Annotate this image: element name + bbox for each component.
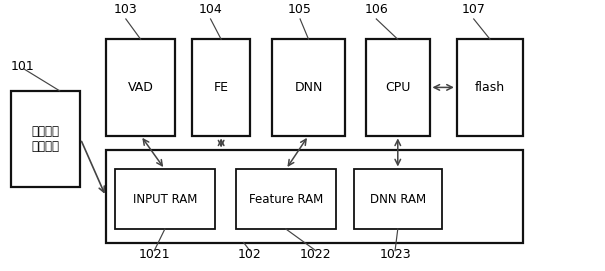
FancyBboxPatch shape bbox=[115, 169, 215, 229]
Text: 104: 104 bbox=[198, 3, 223, 16]
FancyBboxPatch shape bbox=[272, 39, 345, 136]
Text: 1022: 1022 bbox=[300, 248, 332, 261]
Text: INPUT RAM: INPUT RAM bbox=[132, 193, 197, 206]
Text: 102: 102 bbox=[238, 248, 262, 261]
Text: VAD: VAD bbox=[128, 81, 154, 94]
Text: FE: FE bbox=[214, 81, 229, 94]
FancyBboxPatch shape bbox=[366, 39, 430, 136]
FancyBboxPatch shape bbox=[354, 169, 442, 229]
Text: 101: 101 bbox=[11, 60, 35, 73]
Text: DNN RAM: DNN RAM bbox=[370, 193, 426, 206]
FancyBboxPatch shape bbox=[236, 169, 336, 229]
FancyBboxPatch shape bbox=[106, 39, 175, 136]
Text: Feature RAM: Feature RAM bbox=[249, 193, 323, 206]
FancyBboxPatch shape bbox=[457, 39, 523, 136]
Text: 107: 107 bbox=[462, 3, 486, 16]
Text: 103: 103 bbox=[114, 3, 138, 16]
FancyBboxPatch shape bbox=[192, 39, 250, 136]
Text: DNN: DNN bbox=[295, 81, 322, 94]
Text: flash: flash bbox=[475, 81, 505, 94]
FancyBboxPatch shape bbox=[11, 91, 80, 187]
Text: 106: 106 bbox=[364, 3, 388, 16]
Text: 1021: 1021 bbox=[139, 248, 170, 261]
Text: 1023: 1023 bbox=[379, 248, 411, 261]
FancyBboxPatch shape bbox=[106, 150, 523, 243]
Text: CPU: CPU bbox=[385, 81, 410, 94]
Text: 105: 105 bbox=[288, 3, 312, 16]
Text: 信号接收
转换单元: 信号接收 转换单元 bbox=[31, 125, 60, 153]
